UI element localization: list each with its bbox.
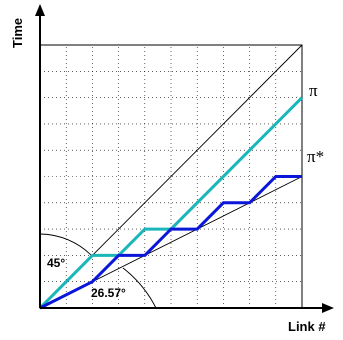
series-pi-label: π xyxy=(309,81,318,100)
x-axis-label: Link # xyxy=(288,319,326,334)
series-pi-star-label: π* xyxy=(307,147,324,166)
angle-label-45: 45° xyxy=(47,256,65,270)
series-pi-line xyxy=(38,96,304,310)
y-axis-arrow-icon xyxy=(35,4,45,16)
angle-arc-45 xyxy=(39,233,93,257)
y-axis-label: Time xyxy=(10,18,25,48)
angle-arc-26 xyxy=(122,267,157,309)
angle-label-26: 26.57° xyxy=(91,286,126,300)
x-axis-arrow-icon xyxy=(322,303,334,313)
series-pi-star-line xyxy=(39,175,302,310)
